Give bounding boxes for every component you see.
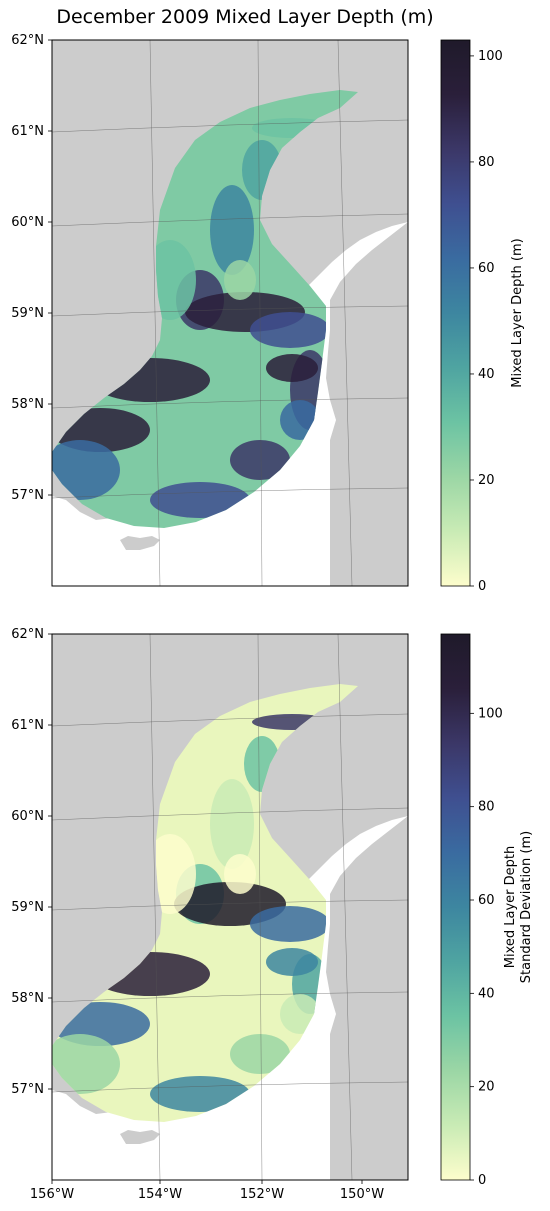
- graticule-line-2: [52, 807, 408, 821]
- mld-blob-14: [266, 948, 318, 976]
- colorbar-tick-label: 60: [478, 261, 495, 276]
- colorbar-tick-label: 100: [478, 49, 503, 64]
- lon-tick-label: 152°W: [240, 1187, 284, 1202]
- page-title: December 2009 Mixed Layer Depth (m): [56, 6, 434, 28]
- mld-blob-5: [250, 906, 330, 942]
- top-map-panel: 62°N 61°N 60°N 59°N 58°N 57°N: [11, 28, 409, 587]
- lat-tick-label: 62°N: [11, 33, 44, 48]
- graticule-line-8: [337, 634, 353, 1180]
- lon-tick-label: 150°W: [340, 1187, 384, 1202]
- land-shape-3: [120, 536, 160, 550]
- graticule-line-1: [52, 119, 408, 133]
- mld-blob-15: [224, 854, 256, 894]
- graticule-top: [52, 28, 408, 586]
- graticule-line-3: [52, 899, 408, 911]
- mld-blob-14: [266, 354, 318, 382]
- lat-tick-label: 60°N: [11, 809, 44, 824]
- lon-tick-label: 156°W: [30, 1187, 74, 1202]
- colorbar-top-ticks: 0 20 40 60 80 100: [470, 49, 503, 594]
- graticule-line-4: [52, 991, 408, 1003]
- mld-blob-2: [210, 779, 254, 869]
- lat-tick-label: 59°N: [11, 900, 44, 915]
- graticule-line-6: [149, 40, 161, 586]
- graticule-line-6: [149, 634, 161, 1180]
- colorbar-tick-label: 40: [478, 986, 495, 1001]
- mld-blob-10: [150, 482, 250, 518]
- mld-blob-15: [224, 260, 256, 300]
- colorbar-tick-label: 20: [478, 1080, 495, 1095]
- lat-tick-label: 60°N: [11, 215, 44, 230]
- lat-tick-label: 57°N: [11, 1082, 44, 1097]
- colorbar-bottom-ticks: 0 20 40 60 80 100: [470, 706, 503, 1188]
- colorbar-tick-label: 80: [478, 155, 495, 170]
- colorbar-tick-label: 0: [478, 1173, 486, 1188]
- bottom-map-panel: 62°N 61°N 60°N 59°N 58°N 57°N 156°W 154°W 152°W…: [11, 622, 409, 1202]
- colorbar-tick-label: 100: [478, 706, 503, 721]
- colorbar-bottom: 0 20 40 60 80 100 Mixed Layer Depth Standard …: [440, 633, 534, 1188]
- colorbar-tick-label: 60: [478, 893, 495, 908]
- colorbar-top-label: Mixed Layer Depth (m): [510, 238, 525, 387]
- graticule-line-8: [337, 40, 353, 586]
- mld-blob-2: [210, 185, 254, 275]
- land-shape-4: [326, 816, 408, 1180]
- colorbar-top-gradient: [440, 39, 471, 587]
- lat-tick-labels-bottom: 62°N 61°N 60°N 59°N 58°N 57°N: [11, 627, 52, 1097]
- colorbar-tick-label: 40: [478, 367, 495, 382]
- lon-tick-label: 154°W: [138, 1187, 182, 1202]
- land-shape-3: [120, 1130, 160, 1144]
- graticule-line-4: [52, 397, 408, 409]
- colorbar-top: 0 20 40 60 80 100 Mixed Layer Depth (m): [440, 39, 525, 594]
- graticule-bottom: [52, 622, 408, 1180]
- lat-tick-label: 62°N: [11, 627, 44, 642]
- graticule-line-0: [52, 28, 408, 38]
- colorbar-bottom-gradient: [440, 633, 471, 1181]
- graticule-line-1: [52, 713, 408, 727]
- colorbar-tick-label: 80: [478, 800, 495, 815]
- lat-tick-label: 61°N: [11, 718, 44, 733]
- colorbar-tick-label: 0: [478, 579, 486, 594]
- lat-tick-label: 58°N: [11, 991, 44, 1006]
- graticule-line-3: [52, 305, 408, 317]
- lat-tick-label: 61°N: [11, 124, 44, 139]
- graticule-line-0: [52, 622, 408, 632]
- mld-blob-11: [230, 440, 290, 480]
- lon-tick-labels-bottom: 156°W 154°W 152°W 150°W: [30, 1180, 384, 1202]
- graticule-line-7: [257, 634, 263, 1180]
- mld-blob-5: [250, 312, 330, 348]
- lat-tick-labels-top: 62°N 61°N 60°N 59°N 58°N 57°N: [11, 33, 52, 503]
- lat-tick-label: 57°N: [11, 488, 44, 503]
- colorbar-bottom-label-line1: Mixed Layer Depth: [503, 846, 518, 968]
- mld-stddev-field: [52, 684, 358, 1122]
- graticule-line-7: [257, 40, 263, 586]
- colorbar-bottom-label-line2: Standard Deviation (m): [519, 831, 534, 983]
- lat-tick-label: 58°N: [11, 397, 44, 412]
- mld-blob-10: [150, 1076, 250, 1112]
- graticule-line-2: [52, 213, 408, 227]
- colorbar-tick-label: 20: [478, 473, 495, 488]
- land-shape-4: [326, 222, 408, 586]
- lat-tick-label: 59°N: [11, 306, 44, 321]
- mld-blob-11: [230, 1034, 290, 1074]
- graticule-line-5: [52, 487, 408, 499]
- graticule-line-5: [52, 1081, 408, 1093]
- mld-intensity-blobs: [52, 714, 332, 1112]
